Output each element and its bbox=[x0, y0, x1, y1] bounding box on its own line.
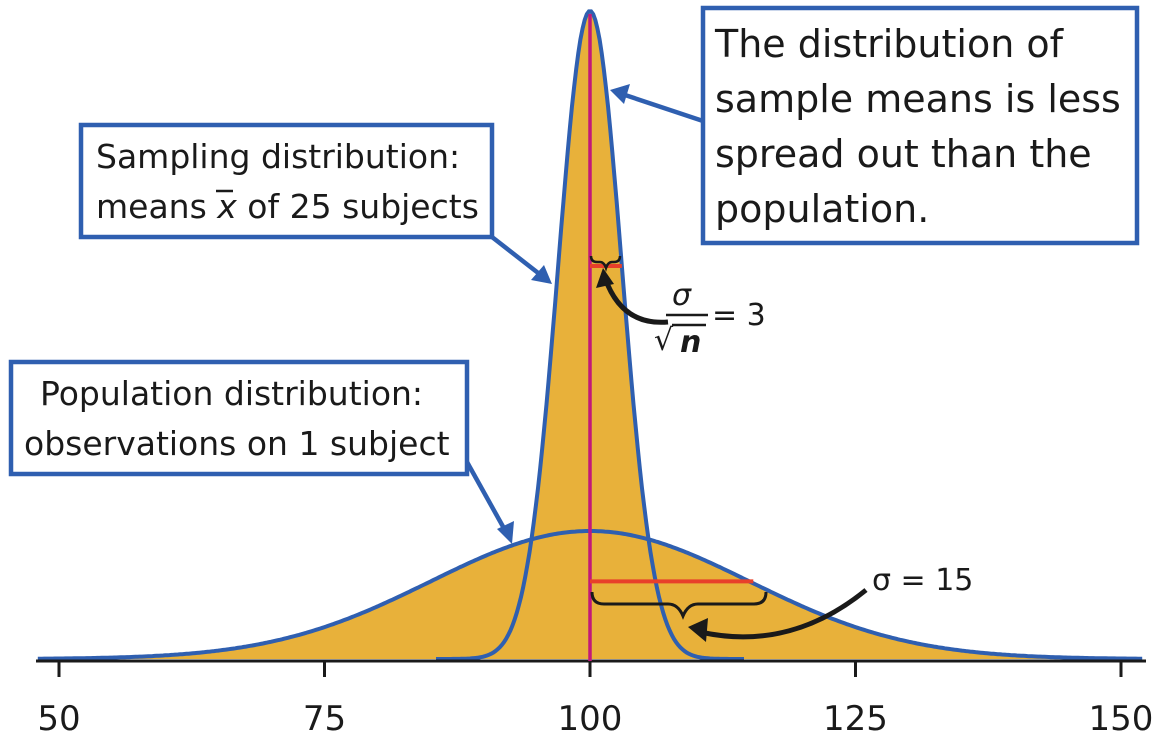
spread-box-arrow bbox=[621, 91, 704, 124]
population-box-arrow bbox=[465, 460, 508, 534]
population-box-line1: Population distribution: bbox=[40, 374, 423, 413]
sampling-sd-numerator: σ bbox=[672, 278, 692, 313]
spread-box-line1: The distribution of bbox=[714, 22, 1065, 66]
spread-box-line4: population. bbox=[715, 187, 929, 231]
population-sd-arrow bbox=[699, 588, 868, 640]
population-box-arrowhead bbox=[497, 521, 514, 544]
sampling-sd-arrowhead bbox=[596, 268, 614, 288]
sampling-sd-arrow bbox=[602, 277, 669, 325]
sampling-sd-equals: = 3 bbox=[712, 298, 766, 333]
spread-box bbox=[700, 5, 1140, 246]
population-sd-arrowhead bbox=[688, 618, 708, 642]
x-bar-symbol: x bbox=[216, 187, 237, 226]
sampling-box-arrow bbox=[490, 235, 544, 278]
sampling-box bbox=[78, 122, 495, 240]
sampling-sd-brace bbox=[589, 255, 622, 272]
x-tick-label: 150 bbox=[1089, 699, 1154, 739]
population-box bbox=[8, 359, 470, 477]
x-tick-label: 75 bbox=[303, 699, 346, 739]
x-tick-label: 50 bbox=[37, 699, 80, 739]
population-sd-brace bbox=[590, 591, 768, 620]
spread-box-line2: sample means is less bbox=[715, 77, 1121, 121]
sampling-box-line2: means x of 25 subjects bbox=[96, 187, 479, 226]
population-box-line2: observations on 1 subject bbox=[24, 424, 450, 463]
spread-box-line3: spread out than the bbox=[715, 132, 1092, 176]
x-tick-label: 100 bbox=[558, 699, 623, 739]
sampling-sd-denominator: n bbox=[680, 325, 701, 360]
sampling-distribution-curve bbox=[436, 9, 744, 661]
population-sd-label: σ = 15 bbox=[872, 563, 973, 598]
sampling-box-arrowhead bbox=[531, 265, 552, 284]
x-tick-label: 125 bbox=[823, 699, 888, 739]
sampling-sd-radical: √ bbox=[654, 323, 674, 358]
spread-box-arrowhead bbox=[610, 84, 630, 104]
x-axis-ticks: 50 75 100 125 150 bbox=[37, 661, 1153, 739]
sampling-box-line1: Sampling distribution: bbox=[96, 137, 460, 176]
